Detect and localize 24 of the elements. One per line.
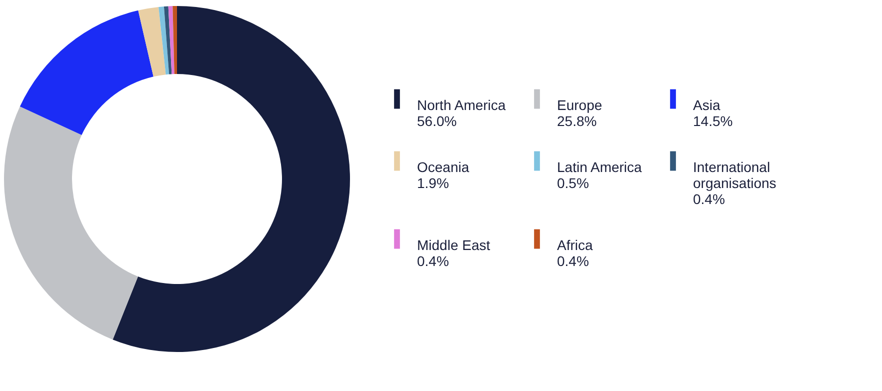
donut-slice [138, 6, 166, 77]
legend-label: International organisations [693, 159, 776, 191]
donut-slice [164, 6, 172, 74]
data-label: 0.4% [417, 253, 449, 269]
legend-label: Europe [557, 97, 602, 113]
data-label: 0.5% [557, 175, 589, 191]
legend-label: North America [417, 97, 506, 113]
legend-label: Latin America [557, 159, 642, 175]
donut-slice [172, 6, 177, 74]
data-label: 14.5% [693, 113, 733, 129]
legend-label: Asia [693, 97, 720, 113]
data-label: 25.8% [557, 113, 597, 129]
data-label: 1.9% [417, 175, 449, 191]
donut-slice [20, 10, 154, 135]
legend-label: Africa [557, 237, 593, 253]
legend-label: Middle East [417, 237, 490, 253]
data-label: 56.0% [417, 113, 457, 129]
data-label: 0.4% [557, 253, 589, 269]
donut-slice [158, 6, 170, 75]
donut-slice [168, 6, 174, 74]
legend-label: Oceania [417, 159, 470, 175]
donut-slice [112, 6, 350, 352]
donut-slice [4, 106, 138, 340]
data-label: 0.4% [693, 191, 725, 207]
